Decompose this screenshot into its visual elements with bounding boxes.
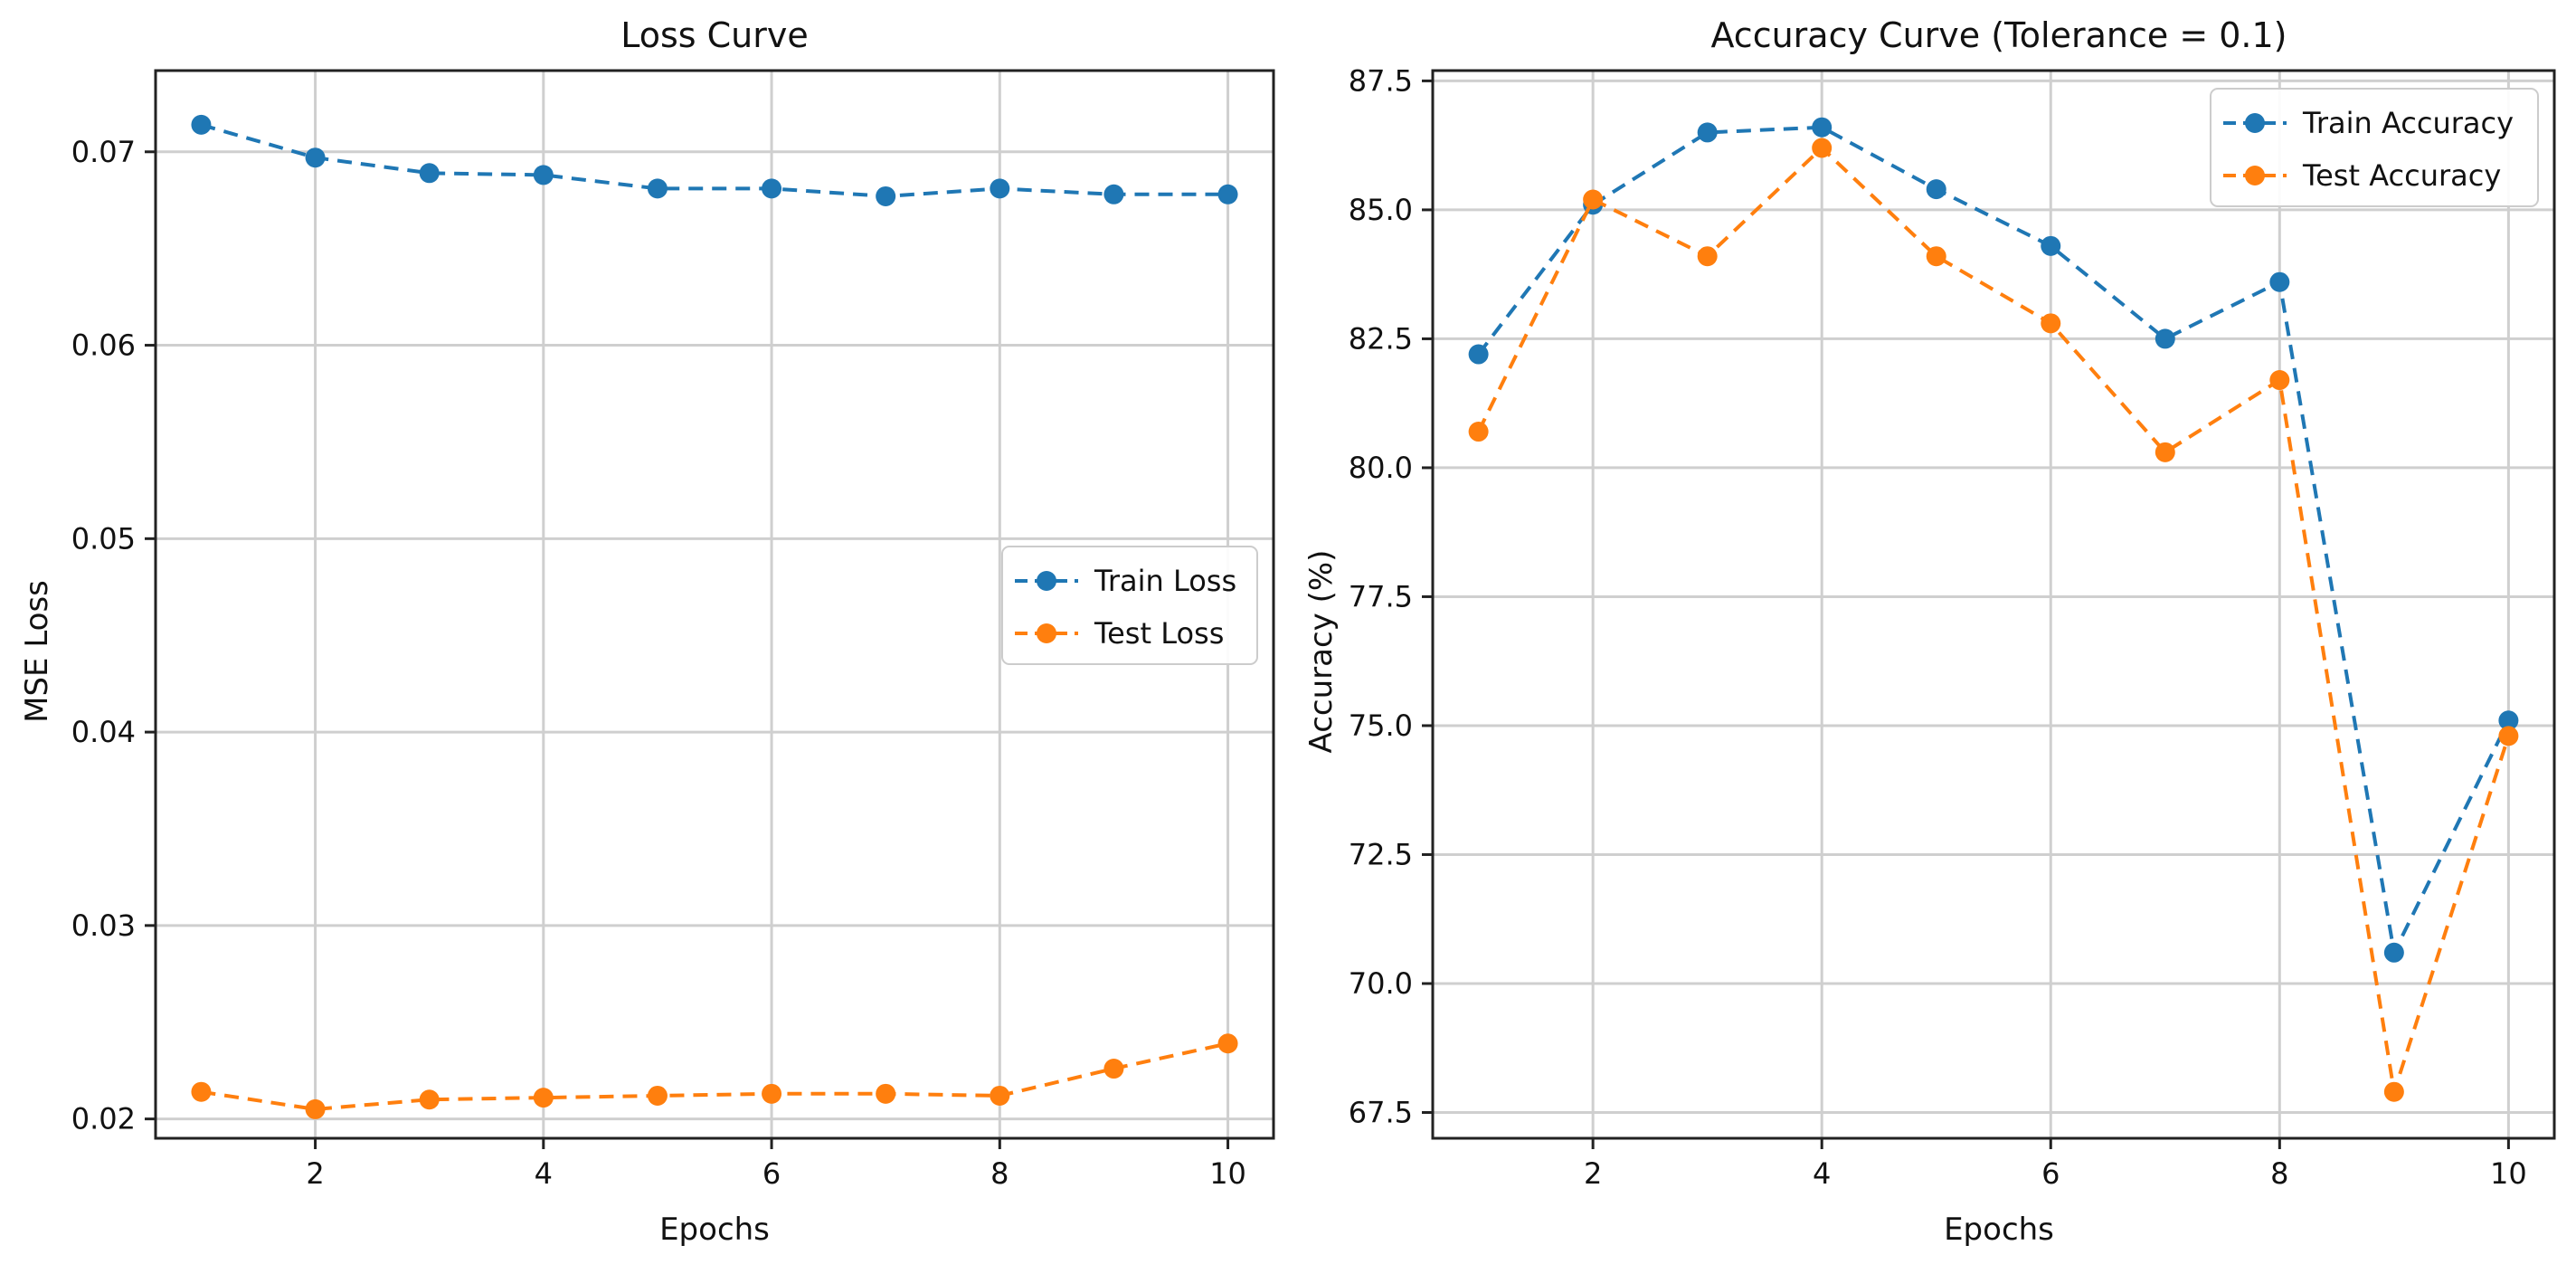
y-tick-label: 70.0	[1349, 966, 1413, 1001]
x-axis-label: Epochs	[1944, 1212, 2054, 1248]
series-line-test-accuracy	[1476, 145, 2511, 1093]
data-point-test-loss	[533, 1088, 554, 1108]
legend-label: Train Loss	[1094, 564, 1236, 598]
series-line-train-loss	[200, 122, 1228, 198]
series-layer	[191, 114, 1238, 1119]
data-point-train-accuracy	[2155, 328, 2175, 349]
plot-frame	[154, 69, 1275, 1140]
axis-ticks: 2 4 6 8 10 67.5 70.0 72.5 75.0 77.5 80.0 82.5 85.0 87…	[1349, 63, 2527, 1191]
y-tick-label: 77.5	[1349, 579, 1413, 613]
data-point-test-accuracy	[1812, 138, 1833, 158]
data-point-test-accuracy	[2269, 370, 2290, 391]
data-point-train-accuracy	[1697, 122, 1718, 143]
data-point-test-accuracy	[1697, 246, 1718, 267]
y-tick-label: 0.03	[71, 908, 136, 943]
legend-label: Train Accuracy	[2302, 106, 2514, 140]
legend-marker	[2245, 113, 2265, 133]
data-point-train-loss	[533, 165, 554, 185]
data-point-train-loss	[1103, 184, 1124, 204]
data-point-train-loss	[762, 178, 782, 199]
gridlines	[1433, 71, 2554, 1138]
x-tick-label: 8	[2270, 1156, 2288, 1191]
x-tick-label: 6	[762, 1156, 781, 1191]
y-tick-label: 87.5	[1349, 63, 1413, 98]
series-layer	[1468, 117, 2519, 1102]
chart-title: Accuracy Curve (Tolerance = 0.1)	[1710, 15, 2287, 55]
data-point-train-accuracy	[2383, 942, 2404, 963]
data-point-train-loss	[990, 178, 1010, 199]
data-point-train-accuracy	[2498, 710, 2519, 731]
y-axis-label: Accuracy (%)	[1303, 550, 1340, 754]
series-line-train-accuracy	[1477, 125, 2511, 959]
x-axis-label: Epochs	[659, 1212, 770, 1248]
accuracy-chart: Accuracy Curve (Tolerance = 0.1) Epochs …	[1303, 15, 2556, 1248]
data-point-test-loss	[1217, 1033, 1238, 1054]
data-point-test-accuracy	[1468, 422, 1489, 442]
x-tick-label: 10	[1209, 1156, 1246, 1191]
data-point-test-loss	[191, 1081, 212, 1102]
data-point-test-accuracy	[2383, 1081, 2404, 1102]
y-tick-label: 72.5	[1349, 837, 1413, 871]
x-tick-label: 4	[535, 1156, 553, 1191]
legend: Train Accuracy Test Accuracy	[2210, 88, 2539, 207]
data-point-test-loss	[990, 1085, 1010, 1106]
data-point-train-loss	[1217, 184, 1238, 204]
data-point-train-accuracy	[2269, 271, 2290, 292]
legend-box	[2210, 88, 2539, 207]
loss-chart: Loss Curve Epochs MSE Loss 2 4 6 8 10 0.02 0.0…	[19, 15, 1275, 1248]
data-point-train-loss	[419, 163, 440, 184]
legend-marker	[1037, 623, 1056, 643]
data-point-test-loss	[762, 1083, 782, 1104]
y-tick-label: 75.0	[1349, 708, 1413, 743]
x-tick-label: 10	[2490, 1156, 2527, 1191]
data-point-train-accuracy	[1468, 344, 1489, 365]
y-tick-label: 0.06	[71, 328, 136, 363]
y-tick-label: 80.0	[1349, 451, 1413, 485]
x-tick-label: 4	[1813, 1156, 1831, 1191]
data-point-train-accuracy	[2041, 235, 2061, 256]
data-point-test-loss	[876, 1083, 896, 1104]
axis-ticks: 2 4 6 8 10 0.02 0.03 0.04 0.05 0.06 0.07	[71, 135, 1246, 1191]
data-point-test-accuracy	[2155, 442, 2175, 462]
legend-marker	[2245, 166, 2265, 185]
y-tick-label: 0.02	[71, 1102, 136, 1136]
data-point-test-loss	[305, 1098, 326, 1119]
legend-marker	[1037, 571, 1056, 591]
gridlines	[156, 71, 1274, 1138]
y-tick-label: 85.0	[1349, 193, 1413, 227]
data-point-train-loss	[305, 147, 326, 168]
data-point-test-loss	[419, 1089, 440, 1110]
data-point-test-loss	[647, 1085, 668, 1106]
y-axis-label: MSE Loss	[19, 580, 55, 723]
y-tick-label: 67.5	[1349, 1095, 1413, 1129]
data-point-train-accuracy	[1926, 179, 1946, 200]
x-tick-label: 6	[2041, 1156, 2060, 1191]
plot-frame	[1431, 69, 2556, 1140]
y-tick-label: 0.07	[71, 135, 136, 169]
data-point-test-loss	[1103, 1059, 1124, 1079]
y-tick-label: 82.5	[1349, 321, 1413, 356]
data-point-test-accuracy	[1583, 189, 1604, 210]
data-point-test-accuracy	[2498, 726, 2519, 746]
y-tick-label: 0.05	[71, 521, 136, 556]
legend: Train Loss Test Loss	[1001, 546, 1258, 665]
data-point-test-accuracy	[2041, 313, 2061, 334]
data-point-train-accuracy	[1812, 117, 1833, 138]
y-tick-label: 0.04	[71, 715, 136, 749]
series-line-test-loss	[201, 1041, 1229, 1111]
data-point-train-loss	[876, 185, 896, 206]
x-tick-label: 2	[1584, 1156, 1602, 1191]
data-point-train-loss	[191, 114, 212, 135]
legend-label: Test Loss	[1094, 616, 1224, 651]
data-point-train-loss	[647, 178, 668, 199]
x-tick-label: 2	[306, 1156, 324, 1191]
chart-title: Loss Curve	[620, 15, 809, 55]
data-point-test-accuracy	[1926, 246, 1946, 267]
legend-label: Test Accuracy	[2302, 158, 2501, 193]
x-tick-label: 8	[990, 1156, 1009, 1191]
